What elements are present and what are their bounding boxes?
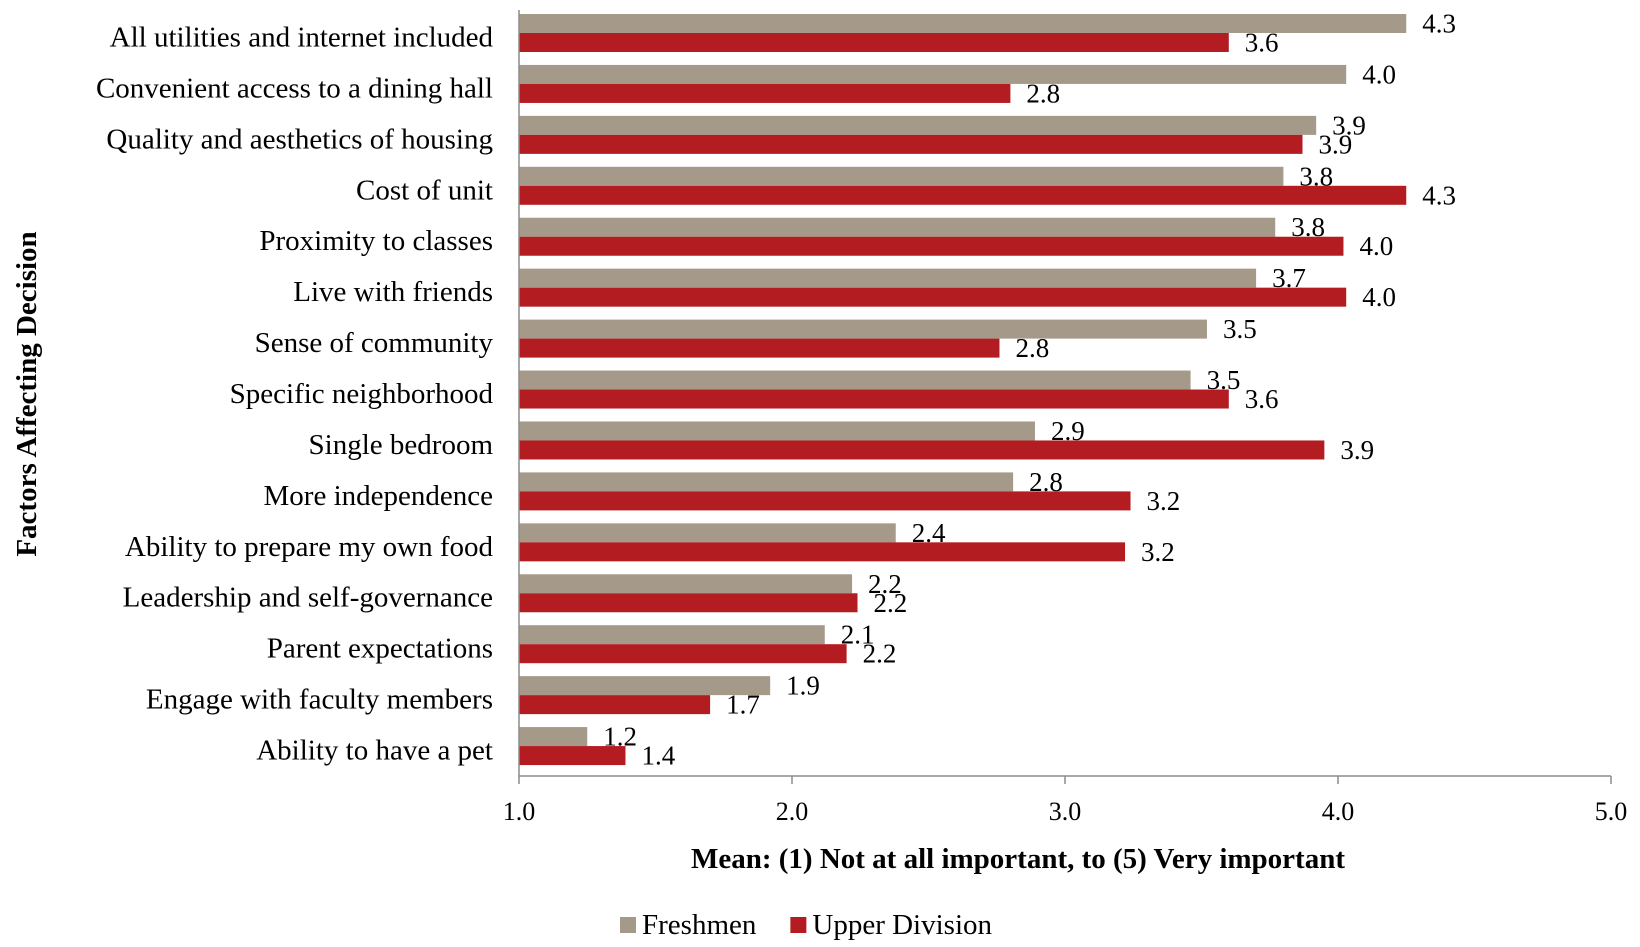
bar-upper-division: [519, 83, 1011, 103]
bar-freshmen: [519, 64, 1347, 84]
bar-upper-division: [519, 287, 1347, 307]
bar-freshmen: [519, 319, 1207, 339]
data-label: 1.7: [726, 690, 760, 720]
legend-label-freshmen: Freshmen: [642, 909, 757, 941]
axes-layer: [518, 10, 1612, 784]
bar-freshmen: [519, 115, 1317, 135]
bar-upper-division: [519, 185, 1407, 205]
category-label: Parent expectations: [267, 633, 493, 665]
data-label: 4.0: [1362, 59, 1396, 89]
category-label: Live with friends: [293, 276, 493, 308]
category-label: Ability to prepare my own food: [125, 531, 494, 563]
x-tick-labels-layer: 1.0 2.0 3.0 4.0 5.0: [503, 797, 1628, 826]
value-labels-layer: 4.33.64.02.83.93.93.84.33.84.03.74.03.52…: [603, 9, 1456, 771]
data-label: 2.8: [1015, 333, 1049, 363]
data-label: 3.8: [1299, 161, 1333, 191]
data-label: 2.8: [1026, 78, 1060, 108]
data-label: 3.5: [1223, 314, 1257, 344]
data-label: 2.8: [1029, 467, 1063, 497]
bar-upper-division: [519, 33, 1229, 52]
bar-upper-division: [519, 644, 847, 664]
data-label: 3.7: [1272, 263, 1306, 293]
category-label: Cost of unit: [356, 174, 493, 206]
bar-upper-division: [519, 593, 858, 613]
category-label: Single bedroom: [309, 429, 494, 461]
data-label: 3.5: [1207, 365, 1241, 395]
bar-freshmen: [519, 472, 1014, 492]
data-label: 3.9: [1319, 129, 1353, 159]
bar-upper-division: [519, 746, 626, 766]
data-label: 2.4: [912, 518, 946, 548]
y-axis-title: Factors Affecting Decision: [11, 231, 43, 556]
data-label: 3.2: [1141, 537, 1175, 567]
category-label: Convenient access to a dining hall: [96, 72, 493, 104]
bar-freshmen: [519, 523, 896, 543]
bar-freshmen: [519, 676, 771, 696]
x-tick-label: 2.0: [776, 797, 809, 826]
x-tick-label: 5.0: [1595, 797, 1628, 826]
bar-upper-division: [519, 440, 1325, 460]
category-label: Proximity to classes: [259, 225, 493, 257]
bar-freshmen: [519, 727, 588, 747]
data-label: 2.1: [841, 620, 875, 650]
bar-freshmen: [519, 217, 1276, 237]
data-label: 4.3: [1422, 180, 1456, 210]
bar-upper-division: [519, 695, 711, 715]
bars-layer: [519, 14, 1407, 766]
bar-freshmen: [519, 166, 1284, 186]
data-label: 4.0: [1362, 282, 1396, 312]
x-tick-label: 4.0: [1322, 797, 1355, 826]
data-label: 2.2: [868, 569, 902, 599]
legend-swatch-upper-division: [790, 917, 807, 933]
data-label: 3.2: [1147, 486, 1181, 516]
bar-freshmen: [519, 625, 825, 645]
bar-freshmen: [519, 370, 1191, 390]
data-label: 4.0: [1359, 231, 1393, 261]
data-label: 4.3: [1422, 9, 1456, 39]
category-label: Engage with faculty members: [146, 684, 493, 716]
category-label: More independence: [264, 480, 493, 512]
bar-freshmen: [519, 268, 1257, 288]
data-label: 1.9: [786, 671, 820, 701]
data-label: 1.4: [641, 741, 675, 771]
data-label: 3.6: [1245, 28, 1279, 58]
data-label: 3.6: [1245, 384, 1279, 414]
data-label: 2.2: [874, 588, 908, 618]
bar-upper-division: [519, 134, 1303, 154]
bar-upper-division: [519, 389, 1229, 409]
x-axis-title: Mean: (1) Not at all important, to (5) V…: [691, 843, 1345, 875]
bar-freshmen: [519, 421, 1035, 441]
legend: Freshmen Upper Division: [620, 909, 992, 941]
bar-upper-division: [519, 542, 1126, 562]
data-label: 3.9: [1332, 110, 1366, 140]
category-label: Sense of community: [255, 327, 494, 359]
category-label: Ability to have a pet: [256, 735, 493, 767]
data-label: 2.9: [1051, 416, 1085, 446]
bar-upper-division: [519, 236, 1344, 256]
category-label: Specific neighborhood: [230, 378, 494, 410]
data-label: 2.2: [863, 639, 897, 669]
category-labels-layer: All utilities and internet included Conve…: [96, 21, 494, 766]
category-label: Leadership and self-governance: [123, 582, 493, 614]
x-tick-label: 3.0: [1049, 797, 1082, 826]
category-label: All utilities and internet included: [110, 21, 494, 53]
x-tick-label: 1.0: [503, 797, 536, 826]
category-label: Quality and aesthetics of housing: [106, 123, 493, 155]
bar-upper-division: [519, 338, 1000, 358]
legend-swatch-freshmen: [620, 917, 636, 933]
bar-freshmen: [519, 14, 1407, 33]
data-label: 3.9: [1340, 435, 1374, 465]
data-label: 1.2: [603, 722, 637, 752]
legend-label-upper-division: Upper Division: [812, 909, 992, 941]
data-label: 3.8: [1291, 212, 1325, 242]
bar-upper-division: [519, 491, 1131, 511]
bar-freshmen: [519, 574, 853, 594]
